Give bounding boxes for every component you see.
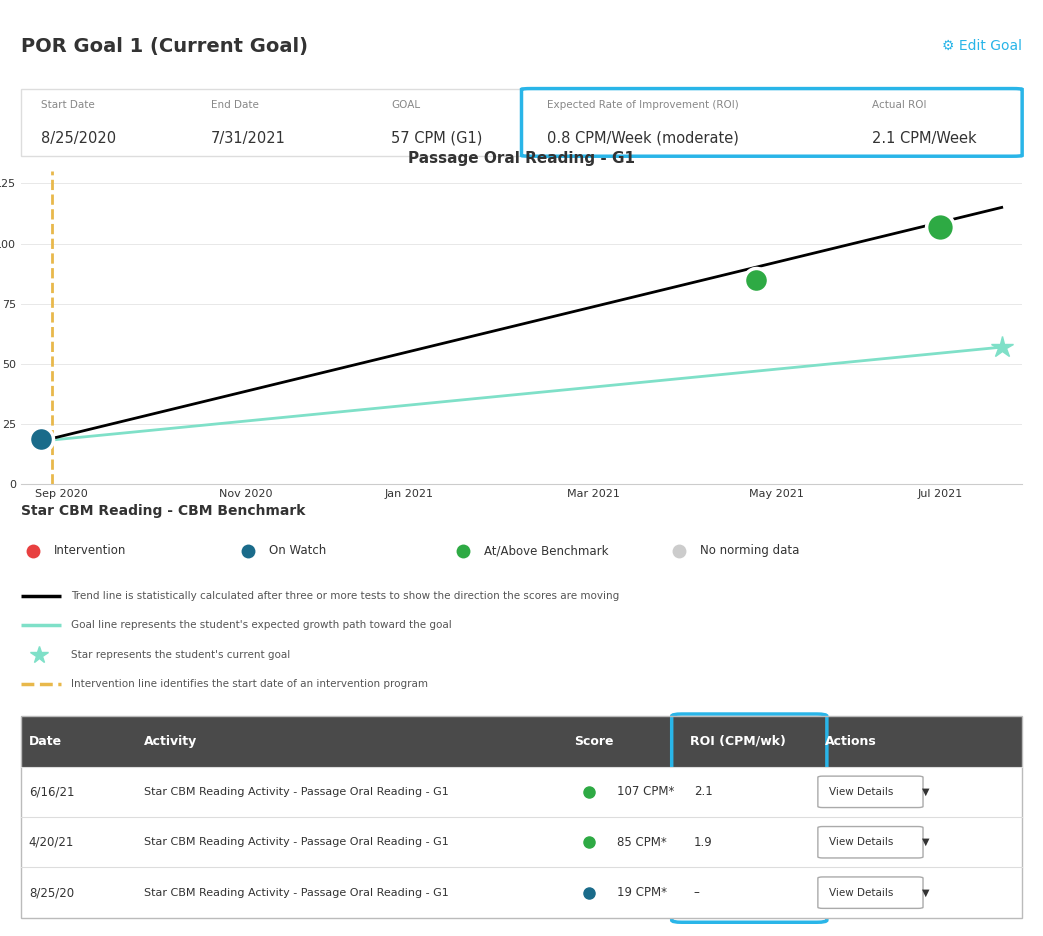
FancyBboxPatch shape: [21, 767, 1022, 817]
Text: ROI (CPM/wk): ROI (CPM/wk): [689, 735, 785, 748]
Text: 85 CPM*: 85 CPM*: [616, 836, 666, 849]
Text: Trend line is statistically calculated after three or more tests to show the dir: Trend line is statistically calculated a…: [71, 591, 620, 601]
Text: ▼: ▼: [922, 887, 929, 898]
Text: 2.1: 2.1: [694, 785, 712, 798]
FancyBboxPatch shape: [21, 817, 1022, 868]
Text: ⚙ Edit Goal: ⚙ Edit Goal: [942, 39, 1022, 53]
FancyBboxPatch shape: [818, 877, 923, 908]
Text: Start Date: Start Date: [41, 100, 95, 110]
Text: No norming data: No norming data: [700, 545, 799, 558]
Text: GOAL: GOAL: [391, 100, 420, 110]
Point: [932, 219, 949, 234]
FancyBboxPatch shape: [21, 868, 1022, 918]
Text: At/Above Benchmark: At/Above Benchmark: [484, 545, 609, 558]
Text: Star CBM Reading Activity - Passage Oral Reading - G1: Star CBM Reading Activity - Passage Oral…: [144, 787, 448, 797]
Text: ▼: ▼: [922, 837, 929, 847]
Text: 8/25/2020: 8/25/2020: [41, 131, 116, 146]
Point: [33, 431, 50, 446]
Text: 1.9: 1.9: [694, 836, 712, 849]
Text: POR Goal 1 (Current Goal): POR Goal 1 (Current Goal): [21, 37, 308, 55]
Text: Score: Score: [575, 735, 614, 748]
Text: 2.1 CPM/Week: 2.1 CPM/Week: [872, 131, 976, 146]
Point: [748, 272, 765, 287]
Text: Date: Date: [29, 735, 62, 748]
Text: View Details: View Details: [829, 887, 893, 898]
FancyBboxPatch shape: [522, 89, 1022, 156]
Text: Goal line represents the student's expected growth path toward the goal: Goal line represents the student's expec…: [71, 621, 452, 630]
Text: Activity: Activity: [144, 735, 197, 748]
Text: 8/25/20: 8/25/20: [29, 886, 74, 899]
Text: Intervention line identifies the start date of an intervention program: Intervention line identifies the start d…: [71, 679, 428, 689]
Text: Actual ROI: Actual ROI: [872, 100, 926, 110]
Text: ▼: ▼: [922, 787, 929, 797]
Text: Star CBM Reading Activity - Passage Oral Reading - G1: Star CBM Reading Activity - Passage Oral…: [144, 887, 448, 898]
Text: 4/20/21: 4/20/21: [29, 836, 74, 849]
Text: Expected Rate of Improvement (ROI): Expected Rate of Improvement (ROI): [547, 100, 738, 110]
FancyBboxPatch shape: [818, 826, 923, 858]
Text: Star represents the student's current goal: Star represents the student's current go…: [71, 650, 290, 660]
Text: Intervention: Intervention: [54, 545, 126, 558]
Text: 6/16/21: 6/16/21: [29, 785, 74, 798]
Text: Actions: Actions: [825, 735, 876, 748]
Text: On Watch: On Watch: [269, 545, 326, 558]
Text: 57 CPM (G1): 57 CPM (G1): [391, 131, 483, 146]
Text: View Details: View Details: [829, 787, 893, 797]
FancyBboxPatch shape: [21, 716, 1022, 767]
FancyBboxPatch shape: [21, 89, 1022, 156]
Text: Star CBM Reading - CBM Benchmark: Star CBM Reading - CBM Benchmark: [21, 504, 306, 518]
FancyBboxPatch shape: [818, 776, 923, 808]
Text: 19 CPM*: 19 CPM*: [616, 886, 666, 899]
Text: End Date: End Date: [211, 100, 259, 110]
Title: Passage Oral Reading - G1: Passage Oral Reading - G1: [408, 151, 635, 166]
Text: 0.8 CPM/Week (moderate): 0.8 CPM/Week (moderate): [547, 131, 738, 146]
Text: Star CBM Reading Activity - Passage Oral Reading - G1: Star CBM Reading Activity - Passage Oral…: [144, 837, 448, 847]
Text: 7/31/2021: 7/31/2021: [211, 131, 286, 146]
Text: –: –: [694, 886, 700, 899]
Text: 107 CPM*: 107 CPM*: [616, 785, 674, 798]
Text: View Details: View Details: [829, 837, 893, 847]
